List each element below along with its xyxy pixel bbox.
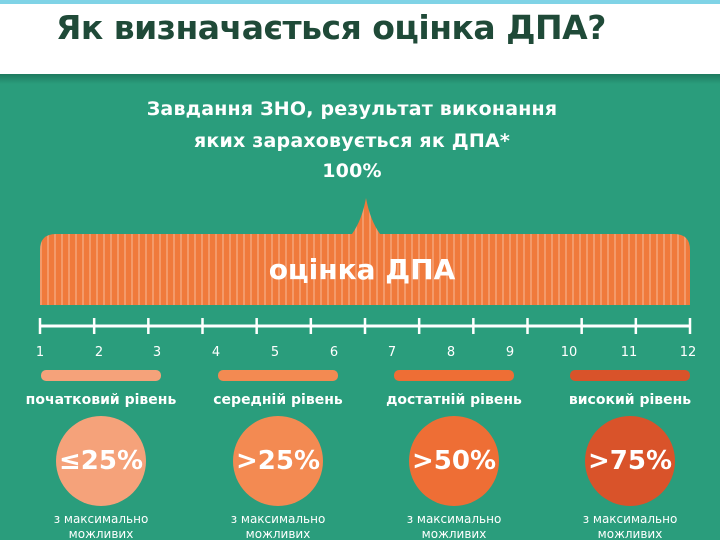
panel-shadow: [0, 74, 720, 84]
level-name: початковий рівень: [25, 392, 177, 408]
page-title: Як визначається оцінка ДПА?: [56, 8, 606, 47]
level-threshold-badge: >25%: [233, 416, 323, 506]
level-name: високий рівень: [568, 392, 692, 408]
level-name: достатній рівень: [386, 392, 522, 408]
scale-tick-label: 4: [212, 345, 220, 360]
level-threshold-badge: >75%: [585, 416, 675, 506]
scale-tick-label: 2: [95, 345, 103, 360]
scale-tick-label: 7: [388, 345, 396, 360]
scale-tick-label: 10: [561, 345, 578, 360]
scale-tick-label: 6: [330, 345, 338, 360]
level-note-line1: з максимально: [406, 512, 502, 526]
intro-total: 100%: [322, 160, 382, 182]
level-note-line2: можливих: [68, 527, 134, 541]
scale-tick-label: 8: [447, 345, 455, 360]
dpa-bar: [40, 198, 690, 305]
scale-tick-label: 11: [621, 345, 638, 360]
level-name: середній рівень: [213, 392, 343, 408]
scale-ticks: 1 2 3 4 5 6 7 8 9 10 11 12: [36, 318, 696, 360]
level-note-line1: з максимально: [230, 512, 326, 526]
level-note-line2: можливих: [245, 527, 311, 541]
level-bar: [218, 370, 338, 381]
level-note-line1: з максимально: [53, 512, 149, 526]
level-threshold-badge: ≤25%: [56, 416, 146, 506]
header: Як визначається оцінка ДПА?: [0, 0, 720, 74]
intro-line-2: яких зараховується як ДПА*: [193, 130, 511, 152]
scale-tick-label: 12: [680, 345, 697, 360]
scale-tick-label: 9: [506, 345, 514, 360]
level-threshold-badge: >50%: [409, 416, 499, 506]
dpa-bar-label: оцінка ДПА: [269, 253, 456, 286]
level-bar: [570, 370, 690, 381]
level-bars: [41, 370, 690, 381]
scale-tick-label: 1: [36, 345, 44, 360]
level-bar: [394, 370, 514, 381]
level-note-line2: можливих: [421, 527, 487, 541]
level-note-line1: з максимально: [582, 512, 678, 526]
scale-tick-label: 5: [271, 345, 279, 360]
level-note-line2: можливих: [597, 527, 663, 541]
scale-tick-label: 3: [153, 345, 161, 360]
intro-line-1: Завдання ЗНО, результат виконання: [146, 98, 558, 120]
level-bar: [41, 370, 161, 381]
